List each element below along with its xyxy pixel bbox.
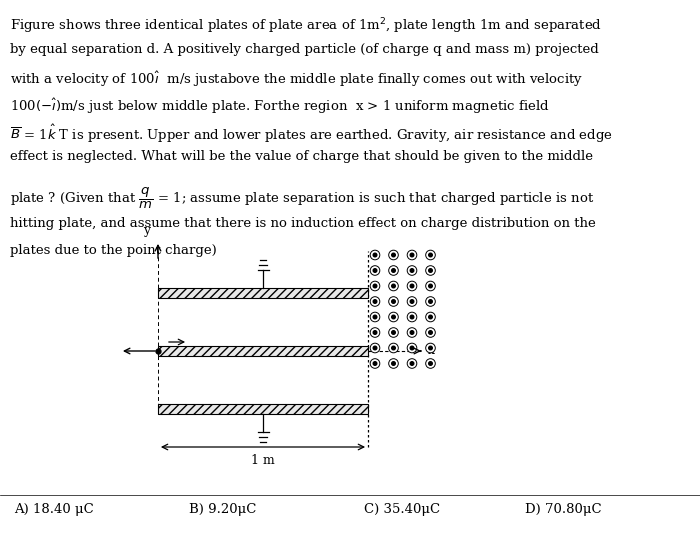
Circle shape bbox=[389, 343, 398, 353]
Circle shape bbox=[410, 269, 414, 272]
Circle shape bbox=[410, 346, 414, 350]
Text: D) 70.80μC: D) 70.80μC bbox=[525, 503, 601, 516]
Text: hitting plate, and assume that there is no induction effect on charge distributi: hitting plate, and assume that there is … bbox=[10, 217, 596, 230]
Text: B) 9.20μC: B) 9.20μC bbox=[189, 503, 256, 516]
Text: x: x bbox=[428, 345, 435, 358]
Circle shape bbox=[373, 315, 377, 319]
Circle shape bbox=[428, 346, 433, 350]
Circle shape bbox=[389, 296, 398, 306]
Circle shape bbox=[370, 281, 380, 291]
Circle shape bbox=[389, 281, 398, 291]
Circle shape bbox=[392, 315, 396, 319]
Circle shape bbox=[370, 359, 380, 368]
Circle shape bbox=[392, 300, 396, 304]
Circle shape bbox=[426, 281, 435, 291]
Text: effect is neglected. What will be the value of charge that should be given to th: effect is neglected. What will be the va… bbox=[10, 150, 593, 163]
Circle shape bbox=[407, 281, 416, 291]
Circle shape bbox=[370, 296, 380, 306]
Circle shape bbox=[407, 250, 416, 260]
Bar bbox=[158, 404, 368, 414]
Circle shape bbox=[373, 362, 377, 365]
Circle shape bbox=[370, 250, 380, 260]
Circle shape bbox=[410, 315, 414, 319]
Bar bbox=[158, 346, 368, 356]
Circle shape bbox=[407, 328, 416, 337]
Text: 100$\left(-\hat{\imath}\right)$m/s just below middle plate. Forthe region  x > 1: 100$\left(-\hat{\imath}\right)$m/s just … bbox=[10, 96, 550, 116]
Circle shape bbox=[428, 362, 433, 365]
Text: Figure shows three identical plates of plate area of 1m$^2$, plate length 1m and: Figure shows three identical plates of p… bbox=[10, 16, 602, 36]
Circle shape bbox=[392, 346, 396, 350]
Text: y: y bbox=[143, 224, 150, 237]
Circle shape bbox=[410, 253, 414, 257]
Circle shape bbox=[389, 328, 398, 337]
Circle shape bbox=[410, 300, 414, 304]
Circle shape bbox=[392, 284, 396, 288]
Circle shape bbox=[428, 331, 433, 334]
Circle shape bbox=[370, 312, 380, 322]
Text: C) 35.40μC: C) 35.40μC bbox=[364, 503, 440, 516]
Circle shape bbox=[428, 300, 433, 304]
Circle shape bbox=[389, 312, 398, 322]
Circle shape bbox=[389, 250, 398, 260]
Text: by equal separation d. A positively charged particle (of charge q and mass m) pr: by equal separation d. A positively char… bbox=[10, 43, 598, 56]
Text: plate ? (Given that $\dfrac{q}{m}$ = 1; assume plate separation is such that cha: plate ? (Given that $\dfrac{q}{m}$ = 1; … bbox=[10, 186, 594, 212]
Circle shape bbox=[407, 296, 416, 306]
Circle shape bbox=[426, 296, 435, 306]
Circle shape bbox=[373, 300, 377, 304]
Text: with a velocity of 100$\hat{\imath}$  m/s justabove the middle plate finally com: with a velocity of 100$\hat{\imath}$ m/s… bbox=[10, 70, 583, 89]
Circle shape bbox=[428, 269, 433, 272]
Circle shape bbox=[373, 346, 377, 350]
Circle shape bbox=[426, 359, 435, 368]
Circle shape bbox=[407, 359, 416, 368]
Circle shape bbox=[410, 284, 414, 288]
Circle shape bbox=[392, 331, 396, 334]
Circle shape bbox=[426, 250, 435, 260]
Circle shape bbox=[428, 253, 433, 257]
Circle shape bbox=[392, 362, 396, 365]
Circle shape bbox=[370, 343, 380, 353]
Circle shape bbox=[389, 359, 398, 368]
Circle shape bbox=[407, 312, 416, 322]
Circle shape bbox=[373, 284, 377, 288]
Circle shape bbox=[370, 328, 380, 337]
Circle shape bbox=[410, 331, 414, 334]
Circle shape bbox=[426, 343, 435, 353]
Text: 1 m: 1 m bbox=[251, 454, 275, 467]
Circle shape bbox=[428, 284, 433, 288]
Circle shape bbox=[373, 253, 377, 257]
Circle shape bbox=[426, 266, 435, 275]
Circle shape bbox=[370, 266, 380, 275]
Text: $\overline{B}$ = 1$\hat{k}$ T is present. Upper and lower plates are earthed. Gr: $\overline{B}$ = 1$\hat{k}$ T is present… bbox=[10, 123, 613, 146]
Circle shape bbox=[373, 269, 377, 272]
Circle shape bbox=[389, 266, 398, 275]
Circle shape bbox=[426, 328, 435, 337]
Circle shape bbox=[410, 362, 414, 365]
Circle shape bbox=[392, 253, 396, 257]
Circle shape bbox=[392, 269, 396, 272]
Text: A) 18.40 μC: A) 18.40 μC bbox=[14, 503, 94, 516]
Text: plates due to the point charge): plates due to the point charge) bbox=[10, 244, 217, 257]
Circle shape bbox=[426, 312, 435, 322]
Circle shape bbox=[373, 331, 377, 334]
Circle shape bbox=[428, 315, 433, 319]
Bar bbox=[158, 288, 368, 298]
Circle shape bbox=[407, 266, 416, 275]
Circle shape bbox=[407, 343, 416, 353]
